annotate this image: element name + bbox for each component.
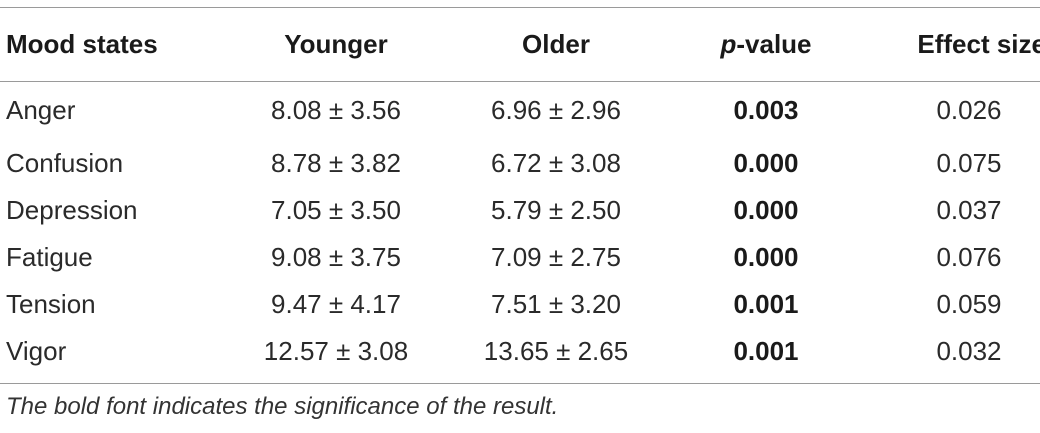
cell-mood: Depression <box>6 195 138 225</box>
cell-older: 13.65 ± 2.65 <box>483 336 629 366</box>
table-row: Confusion 8.78 ± 3.82 6.72 ± 3.08 0.000 … <box>0 140 1040 187</box>
cell-younger: 9.47 ± 4.17 <box>271 289 401 319</box>
cell-younger: 8.78 ± 3.82 <box>271 148 401 178</box>
table-footnote: The bold font indicates the significance… <box>6 393 559 420</box>
header-p-value: p-value <box>676 8 856 81</box>
mood-states-table: Mood states Younger Older p-value Effect… <box>0 8 1040 375</box>
cell-older: 6.96 ± 2.96 <box>491 95 621 125</box>
cell-p-value: 0.000 <box>733 195 799 225</box>
cell-effect-size: 0.075 <box>936 148 1002 178</box>
cell-effect-size: 0.076 <box>936 242 1002 272</box>
header-mood-states: Mood states <box>6 29 158 59</box>
header-younger: Younger <box>284 29 388 59</box>
cell-p-value: 0.000 <box>733 148 799 178</box>
cell-p-value: 0.001 <box>733 289 799 319</box>
cell-effect-size: 0.037 <box>936 195 1002 225</box>
cell-younger: 12.57 ± 3.08 <box>263 336 409 366</box>
cell-younger: 8.08 ± 3.56 <box>271 95 401 125</box>
cell-mood: Vigor <box>6 336 67 366</box>
header-p-rest: -value <box>736 29 812 59</box>
table-row: Fatigue 9.08 ± 3.75 7.09 ± 2.75 0.000 0.… <box>0 234 1040 281</box>
cell-younger: 9.08 ± 3.75 <box>271 242 401 272</box>
cell-effect-size: 0.059 <box>936 289 1002 319</box>
cell-mood: Tension <box>6 289 96 319</box>
cell-older: 6.72 ± 3.08 <box>491 148 621 178</box>
table-row: Depression 7.05 ± 3.50 5.79 ± 2.50 0.000… <box>0 187 1040 234</box>
cell-p-value: 0.003 <box>733 95 799 125</box>
table-header-rule <box>0 81 1040 82</box>
cell-mood: Fatigue <box>6 242 93 272</box>
table-row: Anger 8.08 ± 3.56 6.96 ± 2.96 0.003 0.02… <box>0 81 1040 140</box>
cell-older: 7.51 ± 3.20 <box>491 289 621 319</box>
table-header-row: Mood states Younger Older p-value Effect… <box>0 8 1040 81</box>
cell-effect-size: 0.026 <box>936 95 1002 125</box>
table-row: Vigor 12.57 ± 3.08 13.65 ± 2.65 0.001 0.… <box>0 328 1040 375</box>
cell-effect-size: 0.032 <box>936 336 1002 366</box>
cell-younger: 7.05 ± 3.50 <box>271 195 401 225</box>
table-bottom-rule <box>0 383 1040 384</box>
cell-older: 7.09 ± 2.75 <box>491 242 621 272</box>
cell-p-value: 0.000 <box>733 242 799 272</box>
header-effect-size: Effect size <box>917 29 1040 59</box>
cell-mood: Confusion <box>6 148 124 178</box>
cell-older: 5.79 ± 2.50 <box>491 195 621 225</box>
cell-p-value: 0.001 <box>733 336 799 366</box>
table-row: Tension 9.47 ± 4.17 7.51 ± 3.20 0.001 0.… <box>0 281 1040 328</box>
header-older: Older <box>522 29 590 59</box>
cell-mood: Anger <box>6 95 76 125</box>
table-top-rule <box>0 7 1040 8</box>
header-p-italic: p <box>720 29 737 59</box>
